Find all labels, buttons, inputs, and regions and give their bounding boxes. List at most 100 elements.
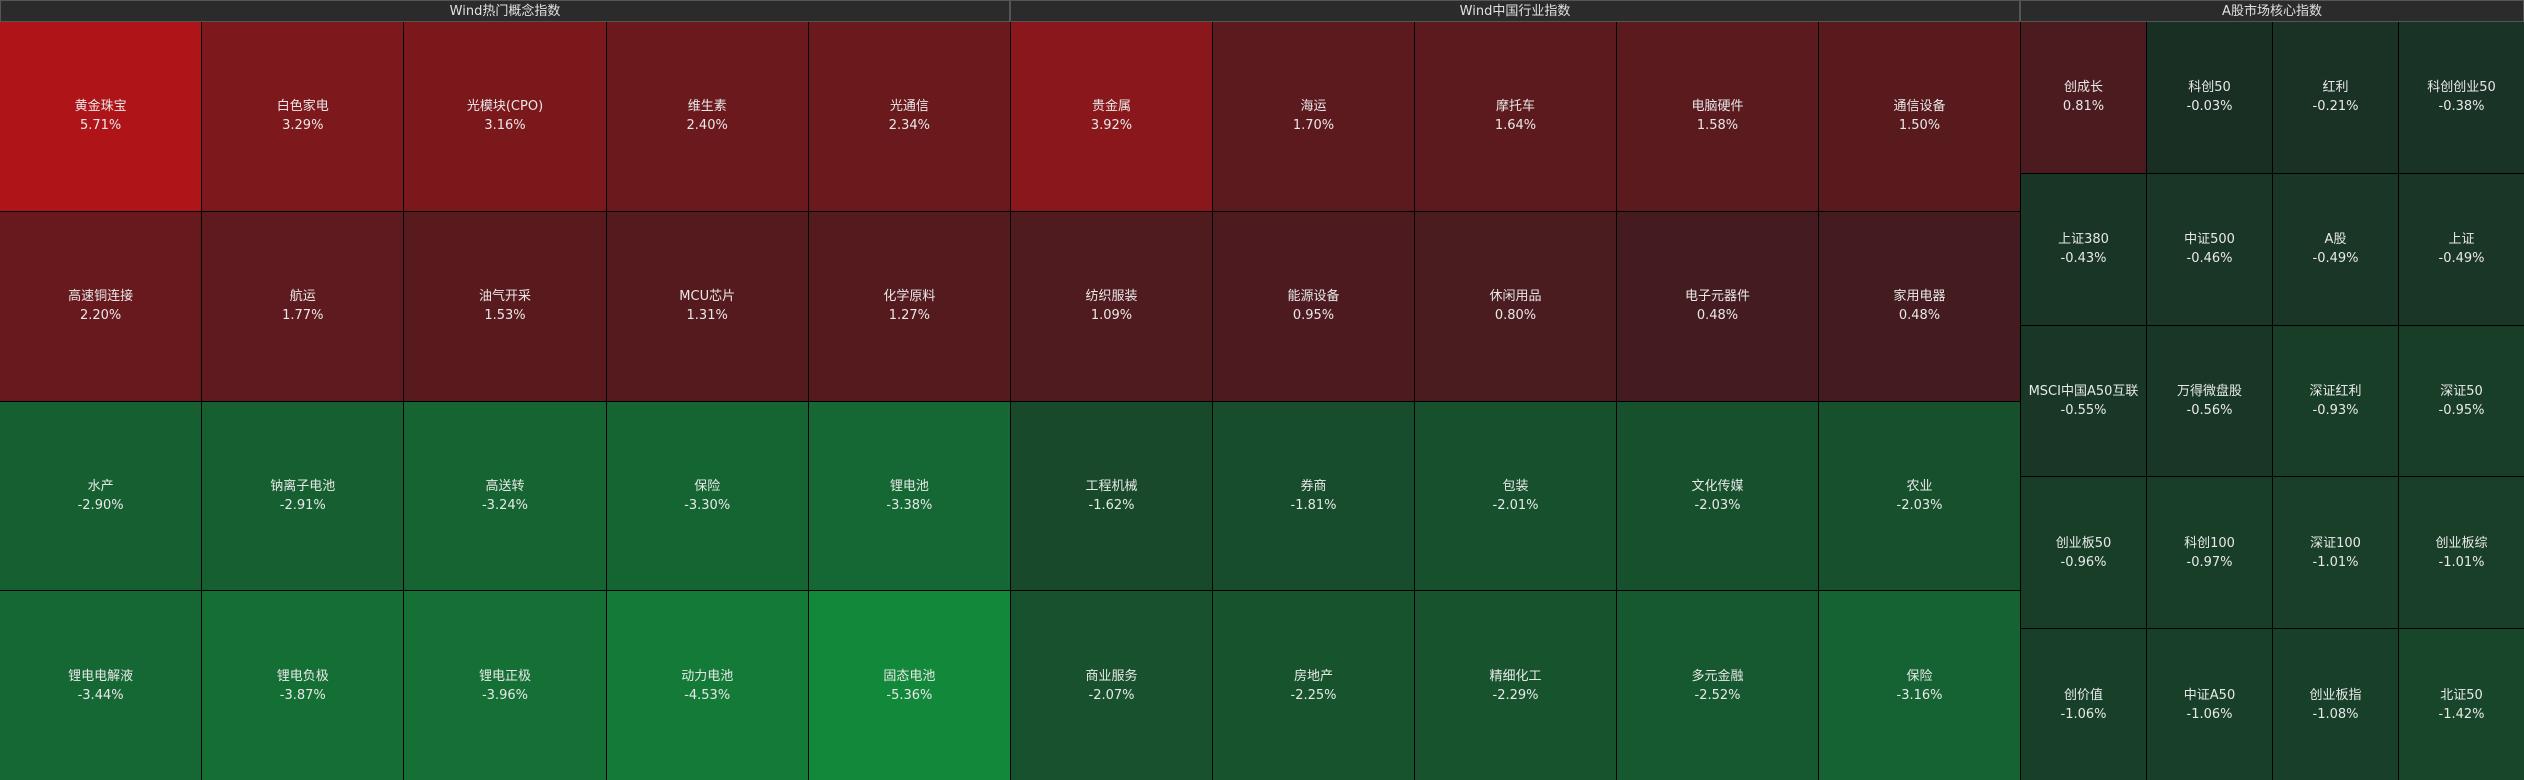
tile-name: 锂电正极 (478, 668, 531, 684)
tile: MCU芯片 1.31% (606, 211, 808, 401)
tile-change: 1.58% (1696, 118, 1739, 134)
tile-change: -4.53% (684, 687, 731, 703)
panel-title: Wind中国行业指数 (1010, 0, 2020, 22)
tile-change: -0.49% (2312, 251, 2359, 267)
tile: 固态电池 -5.36% (808, 591, 1010, 780)
tile: 科创100 -0.97% (2147, 477, 2272, 629)
tile: 深证50 -0.95% (2399, 325, 2524, 477)
tile: 电脑硬件 1.58% (1617, 22, 1818, 211)
tile-name: MSCI中国A50互联 (2028, 383, 2139, 399)
tile-change: 3.29% (282, 118, 324, 134)
panel-title: A股市场核心指数 (2020, 0, 2524, 22)
tile-name: 锂电池 (889, 478, 929, 494)
tile-change: -2.03% (1896, 497, 1943, 513)
tile-change: 1.31% (686, 308, 728, 324)
tile-name: 维生素 (687, 99, 727, 115)
tile-change: 1.53% (484, 308, 526, 324)
tile: 商业服务 -2.07% (1011, 591, 1212, 780)
tile-name: 上证380 (2058, 232, 2109, 248)
tile-name: 券商 (1300, 478, 1327, 494)
tile-name: 创成长 (2063, 80, 2103, 96)
tile: 精细化工 -2.29% (1415, 591, 1616, 780)
tile: 电子元器件 0.48% (1617, 211, 1818, 401)
tile: 深证红利 -0.93% (2273, 325, 2398, 477)
tile-name: 光通信 (889, 99, 929, 115)
tile-change: -0.49% (2438, 251, 2485, 267)
tile-name: 高速铜连接 (68, 289, 134, 305)
tile-name: 白色家电 (276, 99, 329, 115)
tile-name: 贵金属 (1091, 99, 1131, 115)
tile: 农业 -2.03% (1819, 401, 2020, 591)
tile-change: -0.38% (2438, 99, 2485, 115)
tile: 房地产 -2.25% (1213, 591, 1414, 780)
tile-change: -3.30% (684, 497, 731, 513)
tile-grid: 黄金珠宝 5.71% 白色家电 3.29% 光模块(CPO) 3.16% 维生素 2.40% 光… (0, 22, 1010, 780)
tile-change: -3.44% (77, 687, 124, 703)
tile-name: 电子元器件 (1684, 289, 1750, 305)
tile-name: 能源设备 (1287, 289, 1340, 305)
tile: 光模块(CPO) 3.16% (404, 22, 606, 211)
tile-change: -1.06% (2186, 706, 2233, 722)
tile-name: 高送转 (485, 478, 525, 494)
tile-change: 2.20% (79, 308, 122, 324)
tile-change: -2.90% (77, 497, 124, 513)
tile: 锂电电解液 -3.44% (0, 591, 202, 780)
tile-change: -3.96% (481, 687, 528, 703)
tile-grid: 贵金属 3.92% 海运 1.70% 摩托车 1.64% 电脑硬件 1.58% 通信设备 1.50… (1010, 22, 2020, 780)
tile: 黄金珠宝 5.71% (0, 22, 202, 211)
tile: 摩托车 1.64% (1415, 22, 1616, 211)
panel-title: Wind热门概念指数 (0, 0, 1010, 22)
tile: 上证380 -0.43% (2021, 173, 2146, 325)
tile-change: -1.42% (2438, 706, 2485, 722)
tile-name: 家用电器 (1893, 289, 1946, 305)
tile-name: 水产 (87, 478, 114, 494)
tile-change: 3.92% (1090, 118, 1133, 134)
tile-name: 海运 (1300, 99, 1327, 115)
tile: 海运 1.70% (1213, 22, 1414, 211)
tile-change: 0.48% (1898, 308, 1941, 324)
tile-name: 油气开采 (478, 289, 531, 305)
tile-change: 2.40% (686, 118, 728, 134)
tile: 白色家电 3.29% (202, 22, 404, 211)
tile: 深证100 -1.01% (2273, 477, 2398, 629)
tile-change: 0.48% (1696, 308, 1739, 324)
tile-change: 0.81% (2062, 99, 2105, 115)
tile: 钠离子电池 -2.91% (202, 401, 404, 591)
tile-change: 1.64% (1494, 118, 1537, 134)
tile: 光通信 2.34% (808, 22, 1010, 211)
tile-name: 中证A50 (2183, 687, 2236, 703)
tile: 家用电器 0.48% (1819, 211, 2020, 401)
tile-change: 1.50% (1898, 118, 1941, 134)
tile-name: 工程机械 (1085, 478, 1138, 494)
tile-change: -2.25% (1290, 687, 1337, 703)
tile-change: -1.08% (2312, 706, 2359, 722)
tile: 创业板指 -1.08% (2273, 629, 2398, 780)
tile-name: 包装 (1502, 478, 1529, 494)
tile-change: -0.43% (2060, 251, 2107, 267)
tile-name: 精细化工 (1489, 668, 1542, 684)
tile: 纺织服装 1.09% (1011, 211, 1212, 401)
tile: 保险 -3.30% (606, 401, 808, 591)
tile-name: 科创创业50 (2427, 80, 2496, 96)
tile-change: -2.01% (1492, 497, 1539, 513)
tile: 上证 -0.49% (2399, 173, 2524, 325)
tile-name: 房地产 (1293, 668, 1333, 684)
tile-name: 创业板指 (2309, 687, 2362, 703)
tile-name: 农业 (1906, 478, 1933, 494)
tile: 创业板综 -1.01% (2399, 477, 2524, 629)
tile: 贵金属 3.92% (1011, 22, 1212, 211)
tile: 油气开采 1.53% (404, 211, 606, 401)
tile-change: -2.07% (1088, 687, 1135, 703)
tile-change: 2.34% (888, 118, 931, 134)
tile-change: -1.01% (2438, 554, 2485, 570)
tile-name: 创业板50 (2055, 535, 2112, 551)
tile-change: -2.52% (1694, 687, 1741, 703)
tile-name: 保险 (694, 478, 721, 494)
tile-name: 科创50 (2188, 80, 2231, 96)
tile: 创业板50 -0.96% (2021, 477, 2146, 629)
tile: 锂电正极 -3.96% (404, 591, 606, 780)
tile-change: -0.95% (2438, 402, 2485, 418)
tile-name: 光模块(CPO) (466, 99, 544, 115)
tile-change: -1.01% (2312, 554, 2359, 570)
tile: 锂电池 -3.38% (808, 401, 1010, 591)
